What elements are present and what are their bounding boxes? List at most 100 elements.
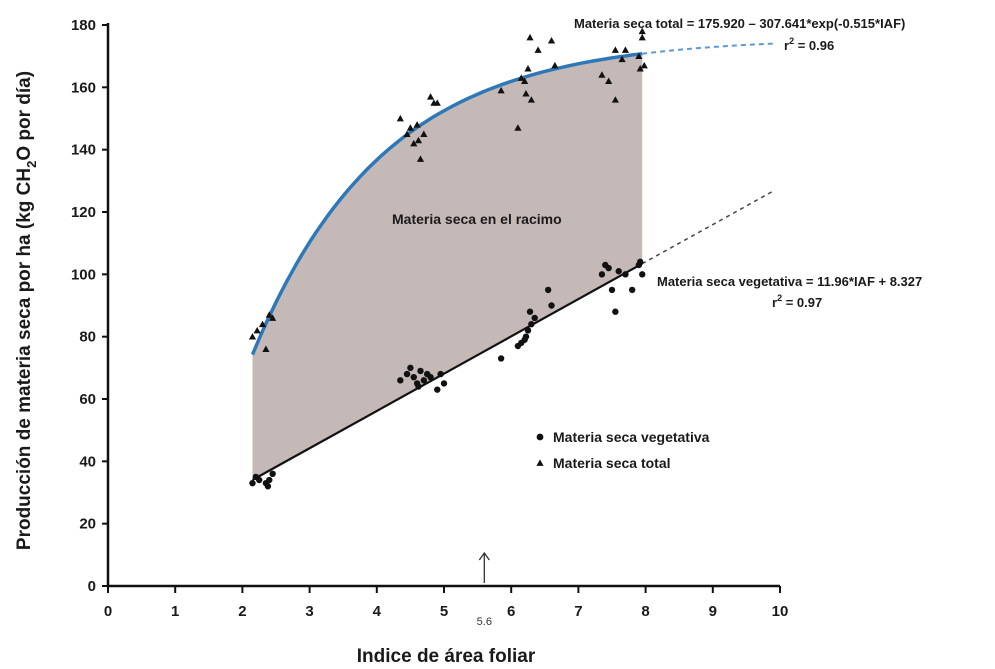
data-point-total (426, 93, 435, 100)
data-point-total (522, 89, 530, 97)
data-point-total (420, 130, 428, 137)
data-point-vegetativa (440, 380, 448, 387)
data-point-total (636, 65, 644, 72)
x-tick-label: 7 (574, 603, 582, 620)
data-point-vegetativa (497, 355, 505, 362)
equation-vegetativa: Materia seca vegetativa = 11.96*IAF + 8.… (657, 274, 922, 289)
x-tick-label: 2 (238, 603, 246, 620)
data-point-total (433, 99, 441, 106)
data-point-total (547, 36, 556, 44)
x-axis-title: Indice de área foliar (357, 646, 536, 667)
data-point-vegetativa (637, 258, 644, 266)
data-point-vegetativa (522, 333, 530, 340)
r2-value: = 0.96 (794, 38, 834, 53)
r2-label: r (784, 38, 789, 53)
legend-marker-total (536, 459, 544, 466)
data-point-total (526, 33, 534, 41)
data-point-vegetativa (415, 383, 422, 390)
y-tick-label: 60 (79, 391, 96, 408)
data-point-vegetativa (427, 373, 434, 381)
y-axis-title: Producción de materia seca por ha (kg CH… (14, 71, 39, 550)
data-point-total (638, 27, 646, 35)
y-tick-label: 140 (71, 142, 96, 159)
data-point-total (521, 77, 529, 84)
data-point-total (517, 74, 525, 81)
shaded-area-layer (252, 53, 643, 480)
data-point-total (514, 124, 522, 131)
fit-extrapolation-vegetativa (641, 190, 774, 265)
data-point-total (611, 46, 619, 53)
data-point-total (497, 86, 505, 94)
y-tick-label: 80 (79, 329, 96, 346)
data-point-total (527, 96, 535, 103)
data-point-total (410, 139, 418, 147)
data-point-vegetativa (264, 483, 272, 490)
data-point-vegetativa (403, 370, 411, 378)
y-tick-label: 100 (71, 266, 96, 283)
x-tick-label: 10 (772, 603, 789, 620)
legend-label-total: Materia seca total (553, 455, 671, 471)
arrow-icon (478, 551, 490, 561)
data-point-vegetativa (598, 271, 606, 278)
axes-layer: 0 20 40 60 80 100 120 140 160 180 0 1 2 3 4 5 6 7 8 9 10 Indi… (14, 17, 788, 667)
data-point-vegetativa (622, 271, 629, 278)
fit-extrapolation-total (642, 42, 774, 55)
r2-sup: 2 (777, 293, 782, 303)
data-point-vegetativa (397, 377, 404, 384)
data-point-vegetativa (417, 367, 424, 375)
legend-label-vegetativa: Materia seca vegetativa (553, 429, 710, 445)
r2-value: = 0.97 (782, 295, 822, 310)
data-point-vegetativa (434, 386, 441, 393)
data-point-vegetativa (410, 373, 417, 381)
r2-sup: 2 (789, 36, 794, 46)
data-point-total (598, 71, 606, 78)
x-tick-label: 0 (104, 603, 112, 620)
data-point-vegetativa (269, 470, 276, 477)
data-point-total (640, 61, 648, 69)
fit-line-total (250, 51, 643, 356)
data-point-vegetativa (615, 268, 622, 275)
data-point-vegetativa (437, 370, 444, 378)
r2-vegetativa: r2 = 0.97 (772, 293, 822, 310)
x-tick-label: 4 (373, 603, 382, 620)
data-point-vegetativa (249, 479, 256, 487)
shaded-area-label: Materia seca en el racimo (392, 211, 562, 227)
y-tick-label: 120 (71, 204, 96, 221)
shaded-area-racimo (252, 53, 643, 480)
legend-marker-vegetativa (536, 433, 544, 441)
marker-label: 5.6 (477, 616, 492, 628)
data-point-total (396, 114, 404, 122)
fit-lines-layer (250, 42, 774, 481)
data-point-total (524, 65, 532, 72)
x-tick-label: 3 (305, 603, 313, 620)
data-point-vegetativa (407, 364, 414, 372)
y-tick-label: 40 (79, 453, 96, 470)
y-tick-label: 160 (71, 79, 96, 96)
x-tick-label: 5 (440, 603, 448, 620)
data-point-total (416, 155, 425, 162)
x-tick-label: 1 (171, 603, 179, 620)
data-point-total (413, 121, 421, 128)
data-point-total (638, 33, 646, 41)
data-point-vegetativa (526, 308, 534, 315)
annotations-layer: Materia seca total = 175.920 – 307.641*e… (392, 16, 922, 628)
fit-line-vegetativa (251, 262, 643, 481)
data-point-total (414, 136, 423, 144)
data-point-total (269, 314, 277, 321)
data-points-layer (248, 27, 648, 490)
equation-total: Materia seca total = 175.920 – 307.641*e… (574, 16, 905, 31)
data-point-vegetativa (608, 286, 616, 294)
data-point-total (534, 46, 542, 53)
x-tick-label: 6 (507, 603, 515, 620)
data-point-total (406, 124, 414, 131)
data-point-vegetativa (639, 271, 646, 278)
y-tick-label: 20 (79, 516, 96, 533)
data-point-vegetativa (524, 327, 532, 334)
data-point-vegetativa (548, 302, 555, 309)
data-point-total (403, 130, 411, 137)
data-point-vegetativa (266, 476, 273, 484)
data-point-total (611, 96, 619, 103)
x-tick-label: 9 (709, 603, 717, 620)
